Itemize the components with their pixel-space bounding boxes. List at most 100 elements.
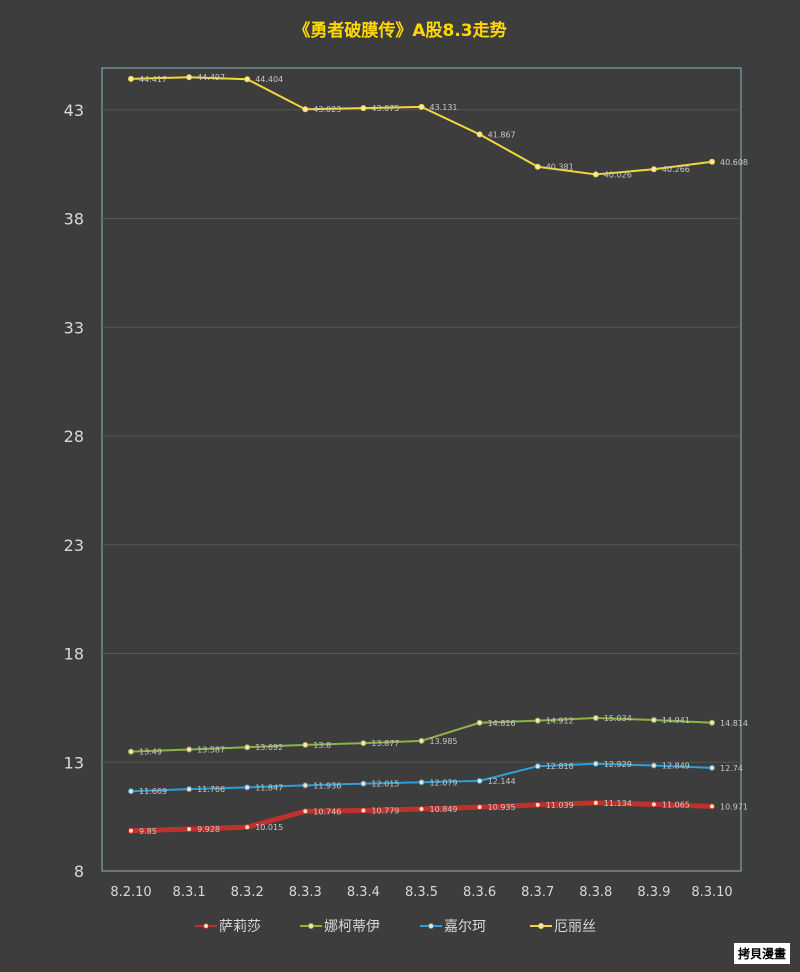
y-tick-label: 33 (64, 318, 84, 337)
x-tick-label: 8.3.6 (463, 885, 496, 900)
data-point (128, 788, 134, 795)
data-label: 11.039 (546, 801, 574, 810)
data-point (244, 824, 251, 831)
data-label: 9.928 (197, 825, 220, 834)
data-point (709, 158, 715, 165)
data-label: 10.779 (371, 807, 399, 816)
data-label: 14.941 (662, 716, 690, 725)
data-point (476, 131, 483, 138)
x-tick-label: 8.3.9 (637, 885, 670, 900)
data-label: 11.766 (197, 785, 225, 794)
data-point (709, 719, 715, 726)
legend-marker (203, 923, 209, 929)
data-point (534, 801, 541, 808)
data-point (128, 827, 134, 834)
data-point (476, 804, 483, 811)
y-tick-label: 8 (74, 862, 84, 881)
data-point (302, 741, 309, 748)
data-point (186, 74, 193, 81)
data-point (650, 762, 657, 769)
y-tick-label: 38 (64, 210, 84, 229)
data-label: 12.818 (546, 762, 574, 771)
data-point (418, 737, 425, 744)
data-point (244, 76, 251, 83)
data-label: 12.74 (720, 764, 743, 773)
x-tick-label: 8.3.7 (521, 885, 554, 900)
y-tick-label: 13 (64, 753, 84, 772)
data-point (360, 105, 367, 112)
data-label: 12.929 (604, 760, 632, 769)
data-label: 10.971 (720, 802, 748, 811)
data-label: 13.692 (255, 743, 283, 752)
watermark-logo: 拷貝漫畫 (733, 943, 790, 964)
data-point (244, 744, 251, 751)
data-label: 10.849 (430, 805, 458, 814)
x-tick-label: 8.2.10 (110, 885, 151, 900)
data-point (709, 803, 715, 810)
data-label: 13.587 (197, 745, 225, 754)
data-point (186, 826, 193, 833)
data-point (592, 799, 599, 806)
data-label: 11.847 (255, 783, 283, 792)
data-label: 40.608 (720, 158, 748, 167)
data-point (244, 784, 251, 791)
data-label: 41.867 (488, 130, 516, 139)
data-label: 12.849 (662, 762, 690, 771)
data-point (418, 806, 425, 813)
data-label: 10.015 (255, 823, 283, 832)
data-point (360, 780, 367, 787)
data-label: 11.669 (139, 787, 167, 796)
data-point (360, 740, 367, 747)
data-label: 12.144 (488, 777, 516, 786)
data-label: 13.8 (313, 741, 331, 750)
data-label: 10.746 (313, 807, 341, 816)
data-point (592, 760, 599, 767)
data-point (360, 807, 367, 814)
data-point (592, 171, 599, 178)
data-label: 14.816 (488, 719, 516, 728)
data-label: 44.417 (139, 75, 167, 84)
data-point (476, 719, 483, 726)
data-point (534, 717, 541, 724)
legend-label: 嘉尔珂 (444, 919, 486, 935)
data-label: 10.935 (488, 803, 516, 812)
data-point (128, 75, 134, 82)
data-point (128, 748, 134, 755)
y-tick-label: 18 (64, 645, 84, 664)
legend-marker (538, 923, 544, 929)
x-tick-label: 8.3.10 (691, 885, 732, 900)
data-label: 44.497 (197, 73, 225, 82)
data-point (592, 715, 599, 722)
data-label: 40.381 (546, 163, 574, 172)
data-label: 13.985 (430, 737, 458, 746)
y-tick-label: 43 (64, 101, 84, 120)
data-point (302, 106, 309, 113)
data-point (302, 808, 309, 815)
legend-label: 厄丽丝 (554, 919, 596, 935)
data-point (650, 717, 657, 724)
data-label: 15.034 (604, 714, 632, 723)
data-label: 13.877 (371, 739, 399, 748)
data-point (650, 166, 657, 173)
x-tick-label: 8.3.2 (231, 885, 264, 900)
x-tick-label: 8.3.4 (347, 885, 380, 900)
data-label: 11.936 (313, 781, 341, 790)
data-label: 44.404 (255, 75, 283, 84)
legend-marker (428, 923, 434, 929)
data-label: 40.266 (662, 165, 690, 174)
data-point (186, 786, 193, 793)
data-label: 43.131 (430, 103, 458, 112)
y-tick-label: 23 (64, 536, 84, 555)
data-point (302, 782, 309, 789)
legend-marker (308, 923, 314, 929)
x-tick-label: 8.3.8 (579, 885, 612, 900)
data-label: 40.026 (604, 170, 632, 179)
legend-label: 娜柯蒂伊 (324, 919, 380, 935)
data-label: 14.912 (546, 717, 574, 726)
data-point (418, 103, 425, 110)
data-label: 13.49 (139, 748, 162, 757)
data-point (650, 801, 657, 808)
series-line (130, 76, 713, 176)
data-label: 9.85 (139, 827, 157, 836)
